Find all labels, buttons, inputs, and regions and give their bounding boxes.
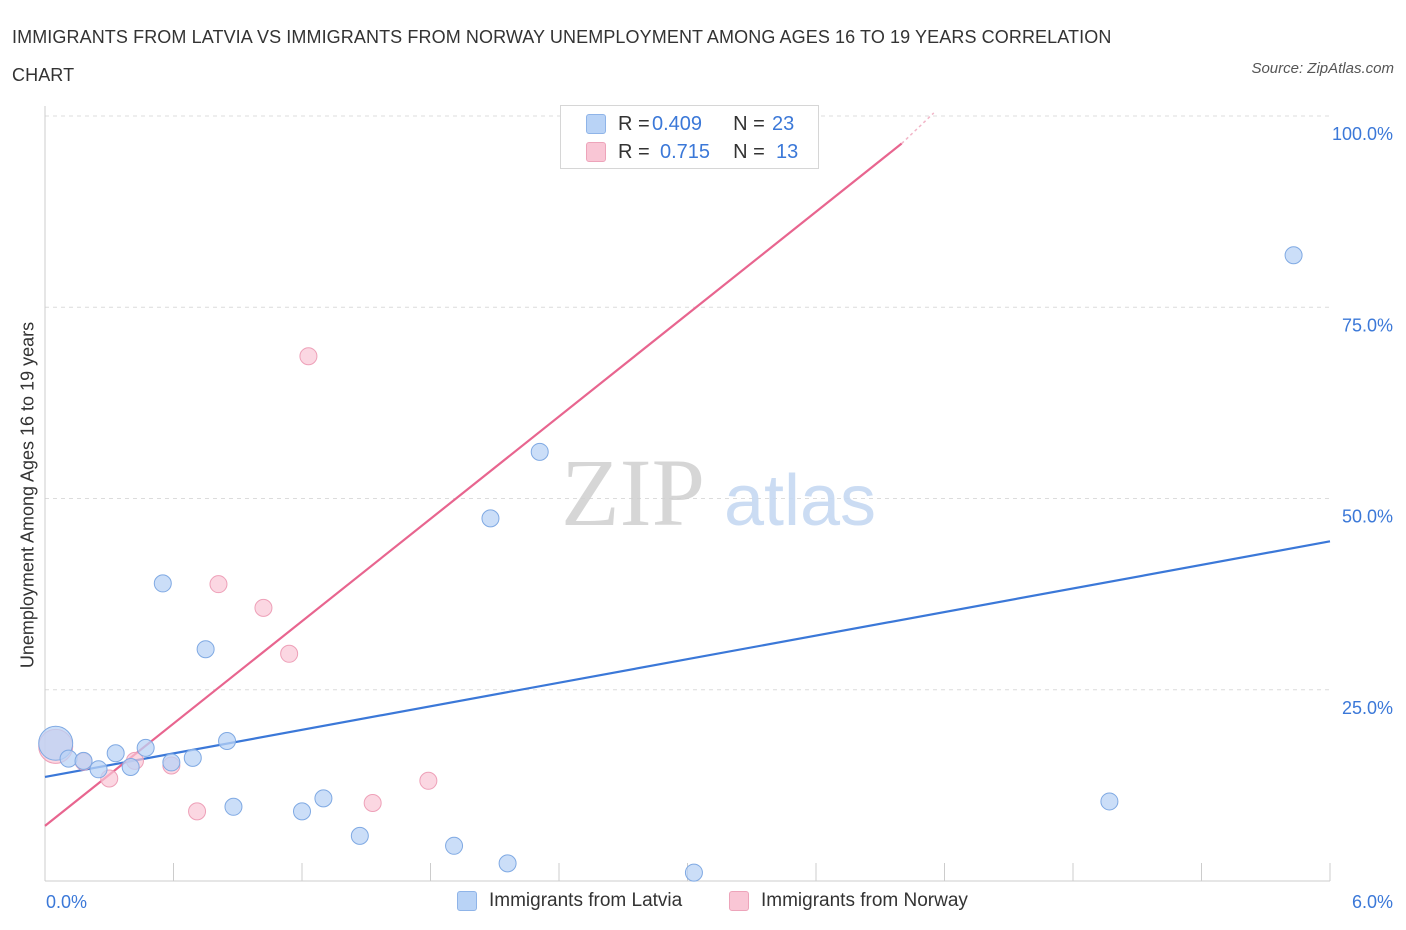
data-point-latvia: [1284, 246, 1303, 265]
y-tick-labels: 25.0% 50.0% 75.0% 100.0%: [1332, 124, 1393, 718]
stats-legend: R = 0.409 N = 23 R = 0.715 N = 13: [560, 105, 819, 169]
data-point-norway: [299, 347, 318, 366]
legend-r-label: R =: [618, 112, 650, 135]
data-point-latvia: [481, 509, 500, 528]
legend-item-latvia: Immigrants from Latvia: [457, 890, 682, 912]
data-point-latvia: [153, 574, 172, 593]
data-point-latvia: [196, 640, 215, 659]
data-point-latvia: [293, 802, 311, 821]
legend-row-norway: R = 0.715 N = 13: [586, 138, 798, 166]
data-point-latvia: [162, 753, 181, 772]
watermark-zip: ZIP: [561, 439, 705, 546]
axes: [44, 106, 1331, 882]
data-points: [38, 107, 1303, 882]
series-legend: Immigrants from Latvia Immigrants from N…: [0, 890, 1406, 916]
data-point-latvia: [314, 789, 333, 808]
data-point-norway: [188, 802, 207, 821]
legend-n-value: 23: [772, 112, 795, 135]
data-point-latvia: [183, 748, 202, 767]
x-tick-label: 0.0%: [46, 892, 87, 912]
legend-n-label: N =: [733, 112, 765, 135]
data-point-latvia: [445, 836, 464, 855]
legend-label-latvia: Immigrants from Latvia: [489, 890, 683, 911]
y-axis-label: Unemployment Among Ages 16 to 19 years: [17, 321, 38, 669]
data-point-norway: [363, 793, 382, 812]
x-tick-labels: 0.0% 6.0%: [46, 892, 1393, 912]
chart-title: IMMIGRANTS FROM LATVIA VS IMMIGRANTS FRO…: [12, 27, 1112, 85]
data-point-latvia: [121, 758, 140, 777]
legend-swatch-norway: [586, 142, 606, 162]
legend-swatch-latvia: [586, 114, 606, 134]
data-point-latvia: [224, 797, 243, 816]
legend-n-value: 13: [776, 140, 799, 163]
data-point-latvia: [530, 442, 549, 461]
data-point-latvia: [350, 826, 369, 845]
chart-source: Source: ZipAtlas.com: [1251, 60, 1394, 77]
legend-r-label: R =: [618, 140, 650, 163]
legend-n-label: N =: [733, 140, 765, 163]
data-point-latvia: [1100, 792, 1119, 811]
data-point-latvia: [59, 749, 78, 768]
data-point-norway: [209, 575, 228, 594]
data-point-norway: [419, 771, 438, 790]
data-point-latvia: [498, 854, 517, 873]
legend-row-latvia: R = 0.409 N = 23: [586, 110, 794, 138]
data-point-latvia: [106, 744, 125, 763]
data-point-norway: [280, 644, 299, 663]
data-point-latvia: [218, 732, 237, 751]
x-tick-label: 6.0%: [1352, 892, 1393, 912]
trend-line-norway: [44, 142, 903, 827]
data-point-latvia: [74, 751, 93, 770]
legend-label-norway: Immigrants from Norway: [761, 890, 968, 911]
watermark: ZIP atlas: [561, 439, 876, 546]
y-tick-label: 100.0%: [1332, 124, 1393, 144]
legend-item-norway: Immigrants from Norway: [729, 890, 968, 912]
y-tick-label: 50.0%: [1342, 507, 1393, 527]
watermark-atlas: atlas: [724, 461, 876, 541]
trend-line-latvia: [44, 540, 1331, 779]
legend-swatch-latvia: [457, 891, 477, 911]
data-point-norway: [254, 598, 273, 617]
data-point-latvia: [89, 760, 108, 779]
legend-swatch-norway: [729, 891, 749, 911]
data-point-latvia: [684, 863, 703, 882]
trend-lines: [44, 112, 1331, 827]
data-point-latvia: [136, 738, 155, 757]
grid-lines: [45, 115, 1330, 691]
y-tick-label: 75.0%: [1342, 315, 1393, 335]
legend-r-value: 0.715: [660, 140, 711, 163]
y-tick-label: 25.0%: [1342, 698, 1393, 718]
trend-line-extension-norway: [901, 112, 935, 145]
legend-r-value: 0.409: [652, 112, 703, 135]
